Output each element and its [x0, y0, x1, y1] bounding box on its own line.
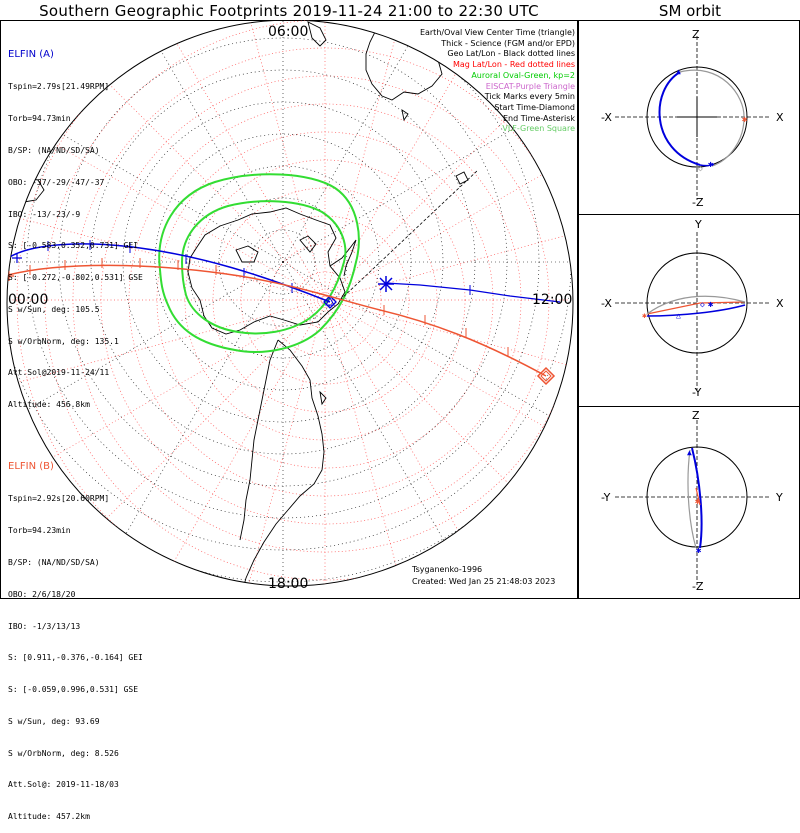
sm2-left-label: -X [601, 297, 612, 310]
mag-latlon-grid [7, 20, 573, 586]
elfin-a-line: S: [-0.272,-0.802,0.531] GSE [8, 273, 143, 283]
legend-entry: EISCAT-Purple Triangle [485, 81, 575, 91]
svg-text:△: △ [676, 311, 681, 320]
legend-entry: Auroral Oval-Green, kp=2 [471, 70, 575, 80]
map-title: Southern Geographic Footprints 2019-11-2… [39, 2, 539, 20]
elfin-a-line: S w/Sun, deg: 105.5 [8, 304, 100, 314]
sm1-bottom-label: -Z [692, 196, 704, 209]
elfin-a-view-triangle [325, 296, 335, 306]
elfin-b-footprint-track [7, 264, 547, 377]
sm3-left-label: -Y [601, 491, 611, 504]
elfin-b-line: Att.Sol@: 2019-11-18/03 [8, 780, 119, 790]
elfin-a-name: ELFIN (A) [8, 49, 54, 61]
elfin-b-name: ELFIN (B) [8, 461, 54, 473]
credit-author: Tsyganenko-1996 [412, 565, 483, 574]
time-label-left: 00:00 [8, 292, 49, 308]
elfin-a-west-asterisk [12, 253, 22, 263]
legend-entry: Start Time-Diamond [494, 102, 575, 112]
time-label-top: 06:00 [268, 24, 309, 40]
legend-entry: Earth/Oval View Center Time (triangle) [419, 28, 575, 37]
elfin-b-line: OBO: 2/6/18/20 [8, 589, 76, 599]
svg-text:▲: ▲ [687, 448, 692, 457]
sm3-right-label: Y [775, 491, 783, 504]
elfin-a-footprint-track [7, 243, 331, 303]
auroral-oval [158, 173, 360, 353]
sm2-bottom-label: -Y [692, 386, 702, 399]
legend-entry: End Time-Asterisk [502, 113, 575, 123]
svg-text:✱: ✱ [742, 115, 748, 125]
elfin-b-line: Tspin=2.92s[20.60RPM] [8, 494, 110, 504]
footprint-figure: ✱ ✱ ▲ ◇ Z -Z -X X ✱ ◇ △ ✱ Y -Y -X X ✱ ✱ … [0, 20, 800, 599]
sm-panel-yz: ✱ ✱ ▲ Z -Z -Y Y [601, 409, 783, 593]
sm-panel-xy: ✱ ◇ △ ✱ Y -Y -X X [601, 218, 784, 399]
elfin-a-line: Tspin=2.79s[21.49RPM] [8, 82, 110, 92]
sm1-left-label: -X [601, 111, 612, 124]
svg-text:✱: ✱ [695, 497, 701, 507]
sm2-right-label: X [776, 297, 784, 310]
elfin-a-line: OBO: -37/-29/-47/-37 [8, 177, 105, 187]
legend-entry: Geo Lat/Lon - Black dotted lines [447, 49, 575, 59]
svg-text:✱: ✱ [642, 311, 647, 320]
svg-text:✱: ✱ [708, 300, 714, 310]
legend-entry: Tick Marks every 5min [484, 92, 575, 102]
elfin-b-line: S w/Sun, deg: 93.69 [8, 716, 100, 726]
sm3-bottom-label: -Z [692, 580, 704, 593]
map-legend: Earth/Oval View Center Time (triangle) Th… [420, 28, 575, 135]
elfin-b-line: Torb=94.23min [8, 526, 71, 536]
svg-text:✱: ✱ [696, 546, 702, 556]
elfin-a-line: S: [-0.583,0.352,0.731] GEI [8, 241, 139, 251]
view-center-line [339, 169, 479, 301]
elfin-b-line: IBO: -1/3/13/13 [8, 621, 81, 631]
elfin-b-line: S w/OrbNorm, deg: 8.526 [8, 748, 119, 758]
svg-text:✱: ✱ [708, 160, 714, 170]
elfin-a-line: IBO: -13/-23/-9 [8, 209, 81, 219]
elfin-a-end-asterisk [378, 276, 394, 292]
time-label-right: 12:00 [532, 292, 573, 308]
elfin-b-line: Altitude: 457.2km [8, 812, 90, 822]
elfin-a-start-diamond [323, 295, 337, 309]
time-label-bottom: 18:00 [268, 576, 309, 592]
svg-text:▲: ▲ [676, 67, 681, 76]
sm-panel-xz: ✱ ✱ ▲ ◇ Z -Z -X X [601, 28, 784, 209]
legend-entry: Mag Lat/Lon - Red dotted lines [452, 60, 575, 70]
sm-orbit-title: SM orbit [658, 2, 722, 20]
elfin-b-line: S: [-0.059,0.996,0.531] GSE [8, 685, 139, 695]
svg-text:◇: ◇ [700, 300, 705, 309]
elfin-b-info: ELFIN (B) Tspin=2.92s[20.60RPM] Torb=94.… [8, 440, 143, 833]
svg-text:◇: ◇ [698, 164, 703, 173]
legend-entry: VLF-Green Square [502, 124, 575, 134]
elfin-a-line: S w/OrbNorm, deg: 135.1 [8, 336, 119, 346]
elfin-a-info: ELFIN (A) Tspin=2.79s[21.49RPM] Torb=94.… [8, 28, 143, 421]
elfin-b-line: B/SP: (NA/ND/SD/SA) [8, 557, 100, 567]
sm1-right-label: X [776, 111, 784, 124]
credit-created: Created: Wed Jan 25 21:48:03 2023 [412, 577, 556, 586]
sm3-top-label: Z [692, 409, 700, 422]
map-boundary-circle [6, 20, 574, 587]
elfin-a-line: B/SP: (NA/ND/SD/SA) [8, 145, 100, 155]
elfin-a-line: Altitude: 456.8km [8, 400, 90, 410]
elfin-b-line: S: [0.911,-0.376,-0.164] GEI [8, 653, 143, 663]
sm1-top-label: Z [692, 28, 700, 41]
elfin-a-line: Torb=94.73min [8, 114, 71, 124]
elfin-b-tick-marks [29, 258, 509, 357]
elfin-a-line: Att.Sol@2019-11-24/11 [8, 368, 110, 378]
elfin-b-end-diamond [536, 366, 556, 386]
elfin-b-start-asterisk [7, 271, 14, 281]
sm2-top-label: Y [694, 218, 702, 231]
legend-entry: Thick - Science (FGM and/or EPD) [441, 38, 575, 48]
